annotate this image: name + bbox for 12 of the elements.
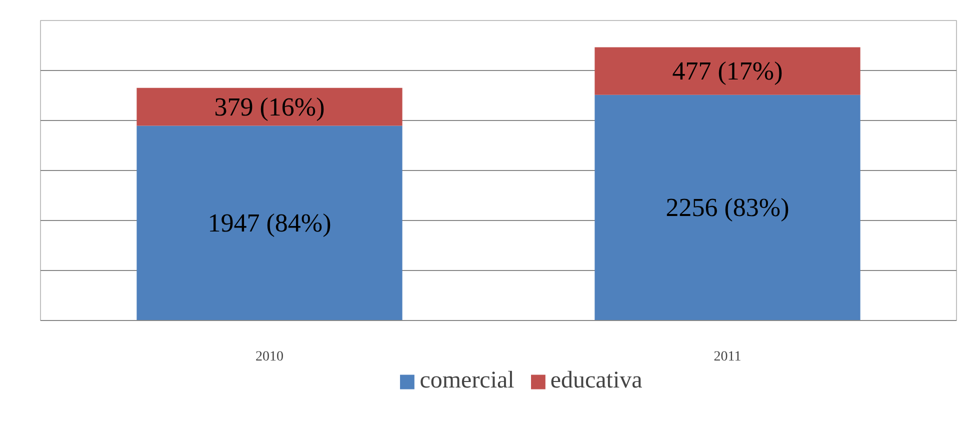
bar	[136, 88, 402, 126]
bar	[136, 126, 402, 320]
data-label: 2256 (83%)	[666, 193, 790, 222]
data-label: 477 (17%)	[672, 56, 783, 86]
bar	[594, 94, 860, 320]
legend-label: educativa	[550, 368, 642, 394]
x-tick-label: 2011	[714, 350, 742, 364]
bar	[594, 47, 860, 95]
data-label: 1947 (84%)	[208, 208, 332, 238]
legend-label: comercial	[420, 368, 514, 394]
data-label: 379 (16%)	[214, 92, 325, 122]
x-tick-label: 2010	[256, 350, 284, 364]
